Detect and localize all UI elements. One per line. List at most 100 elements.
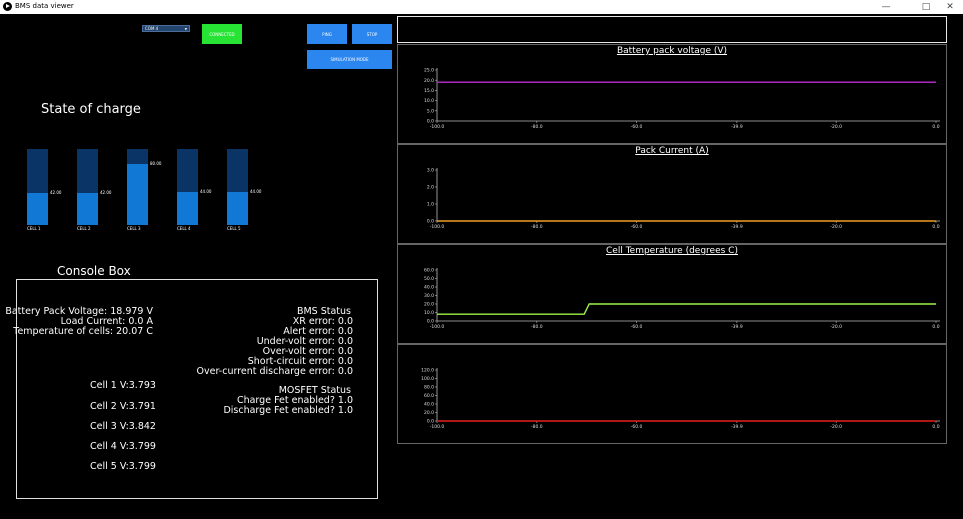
chart-canvas: 0.0 5.0 10.0 15.0 20.0 25.0 -100.0 -80.0 -60.0 -3… xyxy=(424,68,940,130)
line-chart: Battery pack voltage (V) 0.0 5.0 10.0 15.0 20… xyxy=(397,44,947,144)
x-tick-label: -39.9 xyxy=(731,424,743,430)
window-title: BMS data viewer xyxy=(15,2,74,10)
x-tick-label: -80.0 xyxy=(531,324,543,330)
series-line xyxy=(437,303,936,315)
close-icon[interactable]: ✕ xyxy=(946,2,954,12)
y-tick-label: 20.0 xyxy=(424,78,434,84)
mosfet-status-title: MOSFET Status xyxy=(278,385,351,396)
y-tick-label: 0.0 xyxy=(427,219,434,225)
line-chart: Pack Current (A) 0.0 1.0 2.0 3.0 -100.0 -80.0 -… xyxy=(397,144,947,244)
pack-voltage-text: Battery Pack Voltage: 18.979 V xyxy=(5,306,153,317)
x-tick-label: -100.0 xyxy=(430,324,445,330)
y-tick-label: 80.0 xyxy=(424,385,434,391)
cell-voltage-text: Cell 1 V:3.793 xyxy=(90,380,156,391)
y-tick-label: 3.0 xyxy=(427,168,434,174)
soc-cell-label: CELL 3 xyxy=(127,226,141,231)
soc-value-label: 42.00 xyxy=(50,190,62,196)
x-tick-label: -20.0 xyxy=(830,124,842,130)
soc-title: State of charge xyxy=(41,102,141,117)
soc-bar-fill xyxy=(77,193,98,225)
mosfet-status-line: Charge Fet enabled? 1.0 xyxy=(236,395,353,406)
soc-bar xyxy=(227,149,248,225)
soc-bar-fill xyxy=(227,191,248,225)
mosfet-status-line: Discharge Fet enabled? 1.0 xyxy=(223,405,353,416)
soc-bar-fill xyxy=(27,193,48,225)
y-tick-label: 120.0 xyxy=(421,368,434,374)
soc-value-label: 80.00 xyxy=(150,161,162,167)
connected-button[interactable]: CONNECTED xyxy=(202,24,242,44)
temperature-text: Temperature of cells: 20.07 C xyxy=(13,326,153,337)
chart-title: Battery pack voltage (V) xyxy=(616,46,728,56)
x-tick-label: -80.0 xyxy=(531,424,543,430)
x-tick-label: -60.0 xyxy=(631,124,643,130)
x-tick-label: -60.0 xyxy=(631,324,643,330)
y-tick-label: 2.0 xyxy=(427,185,434,191)
minimize-icon[interactable]: — xyxy=(881,2,891,12)
y-tick-label: 0.0 xyxy=(427,419,434,425)
soc-bar-fill xyxy=(127,164,148,225)
bms-status-line: XR error: 0.0 xyxy=(292,316,353,327)
x-tick-label: 0.0 xyxy=(932,324,939,330)
x-tick-label: -100.0 xyxy=(430,124,445,130)
y-tick-label: 0.0 xyxy=(427,319,434,325)
y-tick-label: 100.0 xyxy=(421,376,434,382)
x-tick-label: 0.0 xyxy=(932,224,939,230)
soc-bar xyxy=(127,149,148,225)
x-tick-label: 0.0 xyxy=(932,124,939,130)
cell-voltage-text: Cell 5 V:3.799 xyxy=(90,461,156,472)
x-tick-label: -20.0 xyxy=(830,424,842,430)
x-tick-label: 0.0 xyxy=(932,424,939,430)
y-tick-label: 20.0 xyxy=(424,302,434,308)
console-title: Console Box xyxy=(57,264,131,278)
x-tick-label: -39.9 xyxy=(731,124,743,130)
com-port-select[interactable]: COM 4 ▼ xyxy=(142,25,190,32)
bms-status-line: Under-volt error: 0.0 xyxy=(256,336,353,347)
chart-canvas: 0.0 10.0 20.0 30.0 40.0 50.0 60.0 -100.0 -80.0 -6… xyxy=(424,268,940,330)
bms-status-line: Over-current discharge error: 0.0 xyxy=(196,366,353,377)
bms-status-title: BMS Status xyxy=(296,306,351,317)
bms-status-line: Over-volt error: 0.0 xyxy=(262,346,353,357)
y-tick-label: 10.0 xyxy=(424,98,434,104)
simulation-mode-button[interactable]: SIMULATION MODE xyxy=(307,50,392,69)
x-tick-label: -80.0 xyxy=(531,124,543,130)
cell-voltage-text: Cell 2 V:3.791 xyxy=(90,401,156,412)
y-tick-label: 10.0 xyxy=(424,310,434,316)
load-current-text: Load Current: 0.0 A xyxy=(60,316,153,327)
y-tick-label: 0.0 xyxy=(427,119,434,125)
y-tick-label: 50.0 xyxy=(424,276,434,282)
soc-bar-fill xyxy=(177,191,198,225)
status-display-box xyxy=(397,16,947,43)
chart-canvas: 0.0 20.0 40.0 60.0 80.0 100.0 120.0 -100.0 -80.0… xyxy=(421,368,940,430)
y-tick-label: 20.0 xyxy=(424,410,434,416)
soc-cell-label: CELL 2 xyxy=(77,226,91,231)
y-tick-label: 60.0 xyxy=(424,268,434,274)
chevron-down-icon: ▼ xyxy=(184,27,187,31)
x-tick-label: -20.0 xyxy=(830,224,842,230)
app-icon xyxy=(3,2,12,11)
line-chart: Cell Temperature (degrees C) 0.0 10.0 20.0 3… xyxy=(397,244,947,344)
chart-title: Pack Current (A) xyxy=(635,146,709,156)
y-tick-label: 30.0 xyxy=(424,293,434,299)
soc-value-label: 44.00 xyxy=(200,188,212,194)
maximize-icon[interactable]: □ xyxy=(921,2,931,12)
soc-cell-label: CELL 5 xyxy=(227,226,241,231)
ping-button[interactable]: PING xyxy=(307,24,347,44)
stop-button[interactable]: STOP xyxy=(352,24,392,44)
y-tick-label: 25.0 xyxy=(424,68,434,74)
console-box: Battery Pack Voltage: 18.979 V Load Curr… xyxy=(5,279,378,499)
x-tick-label: -100.0 xyxy=(430,224,445,230)
title-bar: BMS data viewer — □ ✕ xyxy=(0,0,963,14)
y-tick-label: 15.0 xyxy=(424,88,434,94)
x-tick-label: -20.0 xyxy=(830,324,842,330)
x-tick-label: -60.0 xyxy=(631,224,643,230)
x-tick-label: -100.0 xyxy=(430,424,445,430)
soc-bar xyxy=(177,149,198,225)
y-tick-label: 40.0 xyxy=(424,285,434,291)
bms-status-line: Short-circuit error: 0.0 xyxy=(247,356,353,367)
x-tick-label: -60.0 xyxy=(631,424,643,430)
cell-voltage-text: Cell 4 V:3.799 xyxy=(90,441,156,452)
soc-value-label: 42.00 xyxy=(100,190,112,196)
soc-bar xyxy=(27,149,48,225)
chart-canvas: 0.0 1.0 2.0 3.0 -100.0 -80.0 -60.0 -39.9 -20.0 0.… xyxy=(427,168,940,230)
chart-title: Cell Temperature (degrees C) xyxy=(606,246,738,256)
